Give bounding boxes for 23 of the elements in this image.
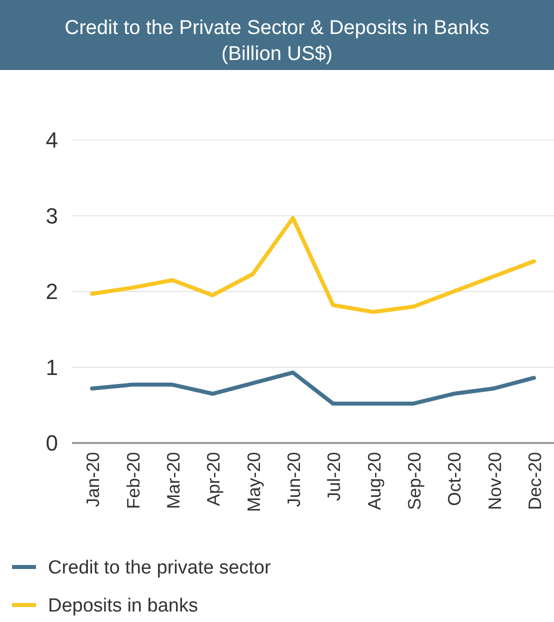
x-tick-label: Mar-20 — [163, 452, 184, 510]
x-tick-label: Apr-20 — [204, 452, 224, 506]
chart-subtitle: (Billion US$) — [221, 43, 333, 65]
x-tick-label: Aug-20 — [364, 452, 384, 510]
y-tick-label: 4 — [46, 128, 58, 153]
x-tick-label: Nov-20 — [484, 452, 505, 510]
legend-label: Credit to the private sector — [48, 558, 272, 579]
x-tick-label: Jul-20 — [324, 452, 344, 502]
x-tick-label: Jun-20 — [284, 452, 304, 508]
x-tick-label: Dec-20 — [524, 452, 545, 510]
x-tick-label: Feb-20 — [123, 452, 144, 510]
y-tick-label: 1 — [46, 354, 58, 380]
y-tick-label: 2 — [46, 279, 58, 304]
y-tick-label: 0 — [46, 430, 58, 456]
x-tick-label: Sep-20 — [404, 452, 424, 510]
line-series — [90, 370, 536, 406]
chart-title: Credit to the Private Sector & Deposits in Banks — [64, 17, 490, 39]
x-tick-label: May-20 — [244, 452, 264, 512]
y-tick-label: 3 — [46, 203, 58, 228]
legend-label: Deposits in banks — [48, 596, 198, 617]
x-tick-label: Jan-20 — [83, 452, 104, 508]
x-tick-label: Oct-20 — [444, 452, 465, 506]
line-series — [90, 216, 536, 314]
